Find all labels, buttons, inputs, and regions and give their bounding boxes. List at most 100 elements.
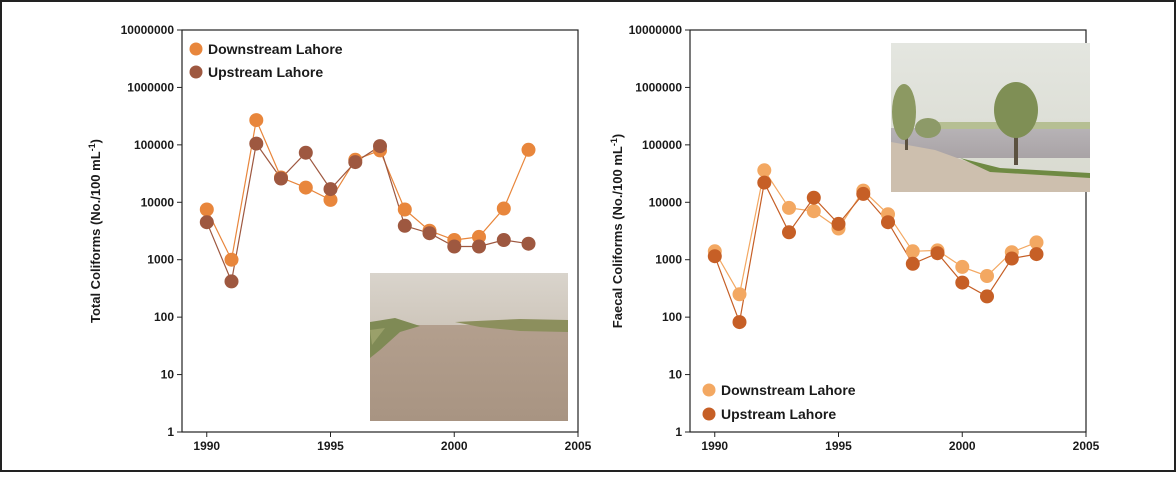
legend-label-downstream: Downstream Lahore <box>208 41 343 57</box>
data-point-downstream <box>980 269 994 283</box>
data-point-downstream <box>397 202 412 217</box>
y-tick-label: 10 <box>161 368 175 382</box>
data-point-upstream <box>782 225 796 240</box>
legend-label-downstream: Downstream Lahore <box>721 382 856 398</box>
data-point-upstream <box>249 136 264 151</box>
data-point-upstream <box>856 186 871 201</box>
x-tick-label: 2005 <box>1073 439 1100 453</box>
y-tick-label: 10000 <box>141 195 175 209</box>
data-point-upstream <box>905 256 920 271</box>
y-tick-label: 100 <box>662 310 682 324</box>
y-tick-label: 100000 <box>642 138 682 152</box>
data-point-upstream <box>496 233 511 247</box>
y-axis: 1 10 100 1000 10000 100000 1000000 10000000 <box>121 23 182 439</box>
data-point-upstream <box>224 274 239 289</box>
data-point-upstream <box>274 171 288 186</box>
x-tick-label: 1995 <box>317 439 344 453</box>
y-axis-label: Faecal Coliforms (No./100 mL-1) <box>609 134 625 328</box>
legend: Downstream Lahore Upstream Lahore <box>189 41 343 80</box>
legend-marker-upstream <box>702 407 716 421</box>
data-point-downstream <box>224 252 239 267</box>
x-axis: 1990 1995 2000 2005 <box>193 432 592 453</box>
y-tick-label: 100000 <box>134 138 174 152</box>
y-axis-label-main: Faecal Coliforms (No./100 mL <box>610 146 625 328</box>
plot-frame <box>181 29 579 433</box>
data-point-downstream <box>323 192 338 207</box>
x-axis: 1990 1995 2000 2005 <box>701 432 1100 453</box>
series-group <box>707 163 1044 330</box>
data-point-upstream <box>447 239 462 254</box>
y-tick-label: 1000000 <box>635 80 682 94</box>
data-point-downstream <box>298 180 313 195</box>
data-point-upstream <box>422 226 437 241</box>
data-point-upstream <box>1004 251 1019 266</box>
data-point-downstream <box>806 204 821 219</box>
data-point-downstream <box>496 201 511 216</box>
data-point-upstream <box>323 182 338 197</box>
plot-frame <box>689 29 1087 433</box>
x-tick-label: 2000 <box>949 439 976 453</box>
data-point-downstream <box>249 113 264 128</box>
data-point-downstream <box>905 244 920 259</box>
river-photo-right <box>891 43 1090 192</box>
chart-total-coliforms: 1 10 100 1000 10000 100000 1000000 10000000 199… <box>87 23 592 453</box>
data-point-downstream <box>521 142 536 157</box>
x-tick-label: 1995 <box>825 439 852 453</box>
chart-faecal-coliforms: 1 10 100 1000 10000 100000 1000000 10000000 199… <box>609 23 1100 453</box>
river-photo-left <box>370 273 568 421</box>
x-tick-label: 1990 <box>701 439 728 453</box>
data-point-upstream <box>980 289 994 304</box>
y-axis-label-superscript: -1 <box>609 138 619 146</box>
series-group <box>199 113 536 289</box>
y-axis-label-main: Total Coliforms (No./100 mL <box>88 151 103 323</box>
data-point-upstream <box>955 275 970 290</box>
legend-label-upstream: Upstream Lahore <box>208 64 323 80</box>
legend: Downstream Lahore Upstream Lahore <box>702 382 856 422</box>
data-point-downstream <box>757 163 772 178</box>
y-tick-label: 10 <box>669 368 683 382</box>
data-point-downstream <box>732 287 747 302</box>
data-point-upstream <box>298 145 313 160</box>
legend-label-upstream: Upstream Lahore <box>721 406 836 422</box>
y-tick-label: 10000 <box>649 195 683 209</box>
data-point-downstream <box>782 200 796 215</box>
data-point-upstream <box>199 215 214 230</box>
data-point-upstream <box>397 218 412 233</box>
data-point-upstream <box>831 216 846 231</box>
legend-marker-downstream <box>189 42 203 56</box>
data-point-downstream <box>1029 235 1044 250</box>
y-axis-label-tail: ) <box>610 134 625 138</box>
y-axis-label: Total Coliforms (No./100 mL-1) <box>87 139 103 323</box>
data-point-downstream <box>199 202 214 217</box>
data-point-downstream <box>955 259 970 274</box>
y-axis-label-superscript: -1 <box>87 143 97 151</box>
data-point-upstream <box>472 239 486 254</box>
y-tick-label: 1 <box>167 425 174 439</box>
data-point-upstream <box>757 175 772 190</box>
y-tick-label: 10000000 <box>121 23 175 37</box>
legend-marker-upstream <box>189 65 203 79</box>
data-point-upstream <box>930 246 945 261</box>
y-tick-label: 1000 <box>655 253 682 267</box>
x-tick-label: 2000 <box>441 439 468 453</box>
y-tick-label: 1000000 <box>127 80 174 94</box>
y-axis-label-tail: ) <box>88 139 103 143</box>
data-point-upstream <box>806 190 821 205</box>
data-point-upstream <box>521 236 536 251</box>
data-point-upstream <box>881 215 895 230</box>
data-point-upstream <box>1029 247 1044 262</box>
data-point-upstream <box>732 315 747 330</box>
data-point-upstream <box>348 155 363 170</box>
data-point-downstream <box>472 229 486 244</box>
series-line-upstream <box>206 142 529 284</box>
y-tick-label: 1000 <box>147 253 174 267</box>
x-tick-label: 1990 <box>193 439 220 453</box>
data-point-upstream <box>373 139 387 154</box>
y-tick-label: 100 <box>154 310 174 324</box>
y-tick-label: 10000000 <box>629 23 683 37</box>
x-tick-label: 2005 <box>565 439 592 453</box>
legend-marker-downstream <box>702 383 716 397</box>
data-point-upstream <box>707 249 722 264</box>
